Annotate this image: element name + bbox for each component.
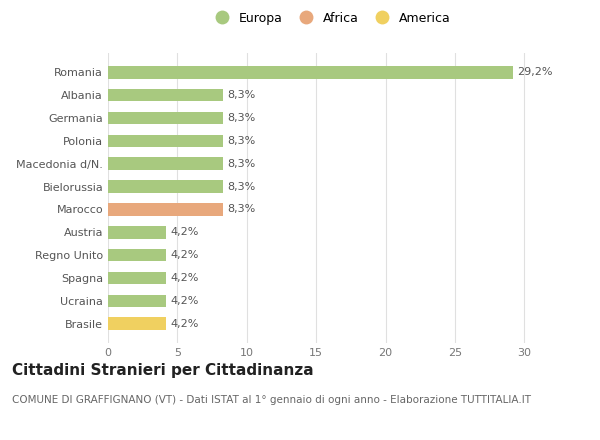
Text: Cittadini Stranieri per Cittadinanza: Cittadini Stranieri per Cittadinanza bbox=[12, 363, 314, 378]
Text: 4,2%: 4,2% bbox=[170, 250, 199, 260]
Bar bbox=[108, 180, 223, 193]
Bar bbox=[108, 135, 223, 147]
Bar bbox=[108, 203, 223, 216]
Text: 4,2%: 4,2% bbox=[170, 319, 199, 329]
Bar bbox=[108, 272, 166, 284]
Text: 8,3%: 8,3% bbox=[227, 136, 256, 146]
Legend: Europa, Africa, America: Europa, Africa, America bbox=[204, 7, 456, 30]
Text: 4,2%: 4,2% bbox=[170, 296, 199, 306]
Bar bbox=[108, 249, 166, 261]
Bar bbox=[108, 112, 223, 124]
Text: 8,3%: 8,3% bbox=[227, 182, 256, 191]
Text: 8,3%: 8,3% bbox=[227, 205, 256, 214]
Bar bbox=[108, 317, 166, 330]
Text: 8,3%: 8,3% bbox=[227, 159, 256, 169]
Bar bbox=[108, 294, 166, 307]
Bar bbox=[108, 89, 223, 102]
Bar bbox=[108, 226, 166, 238]
Text: 8,3%: 8,3% bbox=[227, 90, 256, 100]
Text: COMUNE DI GRAFFIGNANO (VT) - Dati ISTAT al 1° gennaio di ogni anno - Elaborazion: COMUNE DI GRAFFIGNANO (VT) - Dati ISTAT … bbox=[12, 395, 531, 405]
Text: 8,3%: 8,3% bbox=[227, 113, 256, 123]
Text: 29,2%: 29,2% bbox=[517, 67, 553, 77]
Text: 4,2%: 4,2% bbox=[170, 273, 199, 283]
Bar bbox=[108, 66, 513, 79]
Text: 4,2%: 4,2% bbox=[170, 227, 199, 237]
Bar bbox=[108, 158, 223, 170]
